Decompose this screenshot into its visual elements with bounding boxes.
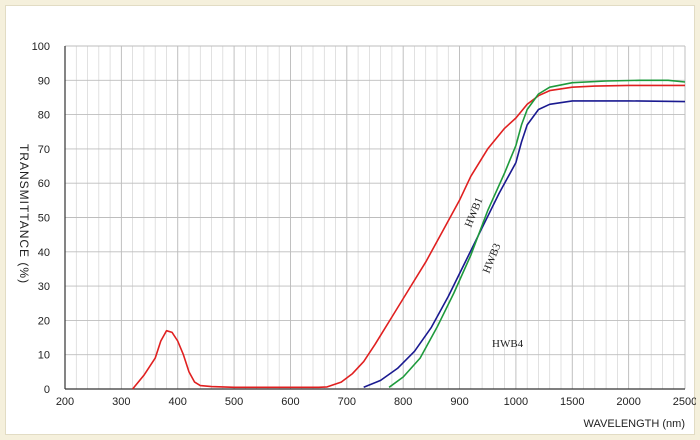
x-tick-label: 300 [112,396,130,408]
series-line-hwb4 [388,79,686,388]
chart-frame: 0 10 20 30 40 50 60 70 80 90 100 200 300 400 500 600 700… [5,5,696,435]
y-tick-label: 50 [38,213,50,225]
x-tick-label: 700 [338,396,356,408]
y-tick-label: 100 [32,41,50,53]
series-line-hwb3 [363,100,686,389]
x-tick-label: 600 [281,396,299,408]
x-tick-label: 900 [450,396,468,408]
y-tick-label: 10 [38,350,50,362]
transmittance-chart: 0 10 20 30 40 50 60 70 80 90 100 200 300 400 500 600 700… [17,41,696,430]
x-tick-label: 2500 [673,396,696,408]
y-axis-title: TRANSMITTANCE (%) [17,144,31,284]
x-tick-label: 1000 [504,396,528,408]
x-tick-label: 200 [56,396,74,408]
x-tick-label: 500 [225,396,243,408]
x-tick-label: 2000 [616,396,640,408]
y-tick-label: 90 [38,75,50,87]
x-tick-label: 1500 [560,396,584,408]
y-tick-label: 30 [38,281,50,293]
y-tick-label: 20 [38,315,50,327]
series-label-hwb4: HWB4 [492,338,524,350]
y-tick-label: 0 [44,384,50,396]
y-tick-label: 70 [38,144,50,156]
y-tick-label: 60 [38,178,50,190]
y-tick-label: 80 [38,110,50,122]
series-label-hwb3: HWB3 [481,241,504,275]
x-tick-label: 400 [169,396,187,408]
x-axis-title: WAVELENGTH (nm) [584,418,685,430]
series-line-hwb1 [131,84,685,390]
x-tick-label: 800 [394,396,412,408]
y-tick-label: 40 [38,247,50,259]
